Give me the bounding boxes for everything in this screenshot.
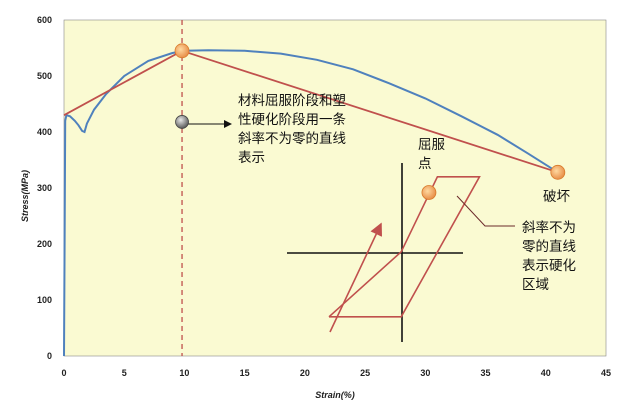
plot-area — [63, 19, 607, 357]
note-main-line-2: 性硬化阶段用一条 — [238, 111, 346, 128]
y-axis-title: Stress(MPa) — [20, 170, 30, 222]
y-tick-label: 300 — [37, 183, 52, 193]
fracture-label: 破坏 — [543, 189, 571, 205]
chart-markers — [174, 43, 566, 200]
note-main-line-3: 斜率不为零的直线 — [238, 130, 346, 147]
y-tick-label: 400 — [37, 127, 52, 137]
note-main: 材料屈服阶段和塑 性硬化阶段用一条 斜率不为零的直线 表示 — [238, 93, 350, 166]
annotation-origin-marker — [175, 115, 189, 129]
x-tick-label: 0 — [61, 368, 66, 378]
x-tick-label: 40 — [541, 368, 551, 378]
hardening-inset-diagram — [287, 163, 481, 342]
inset-hysteresis-loop — [328, 176, 481, 318]
yield-point-label: 屈服 点 — [418, 137, 449, 172]
y-tick-label: 100 — [37, 295, 52, 305]
hardening-pointer-line — [456, 195, 515, 227]
hardening-line-2: 零的直线 — [522, 239, 576, 255]
x-tick-label: 25 — [360, 368, 370, 378]
x-tick-label: 30 — [420, 368, 430, 378]
hardening-line-4: 区域 — [522, 277, 549, 293]
yield-label-line-2: 点 — [418, 156, 432, 172]
y-tick-label: 0 — [47, 351, 52, 361]
key-point-marker — [174, 43, 190, 59]
key-point-marker — [550, 164, 566, 180]
hardening-note: 斜率不为 零的直线 表示硬化 区域 — [522, 219, 580, 293]
x-axis-title: Strain(%) — [315, 390, 355, 400]
x-tick-label: 10 — [179, 368, 189, 378]
note-main-line-4: 表示 — [238, 150, 265, 166]
stress-strain-curve — [63, 49, 559, 357]
x-tick-label: 45 — [601, 368, 611, 378]
x-tick-label: 35 — [481, 368, 491, 378]
y-axis-ticks: 0 100 200 300 400 500 600 — [37, 15, 52, 361]
hardening-line-3: 表示硬化 — [522, 258, 576, 274]
x-tick-label: 20 — [300, 368, 310, 378]
key-point-marker — [421, 185, 437, 200]
x-tick-label: 5 — [122, 368, 127, 378]
inset-red-arrow — [329, 222, 383, 333]
hardening-line-1: 斜率不为 — [522, 219, 576, 236]
y-tick-label: 500 — [37, 71, 52, 81]
y-tick-label: 200 — [37, 239, 52, 249]
x-axis-ticks: 0 5 10 15 20 25 30 35 40 45 — [61, 368, 611, 378]
note-main-line-1: 材料屈服阶段和塑 — [238, 93, 346, 109]
x-tick-label: 15 — [240, 368, 250, 378]
y-tick-label: 600 — [37, 15, 52, 25]
yield-label-line-1: 屈服 — [418, 137, 445, 153]
